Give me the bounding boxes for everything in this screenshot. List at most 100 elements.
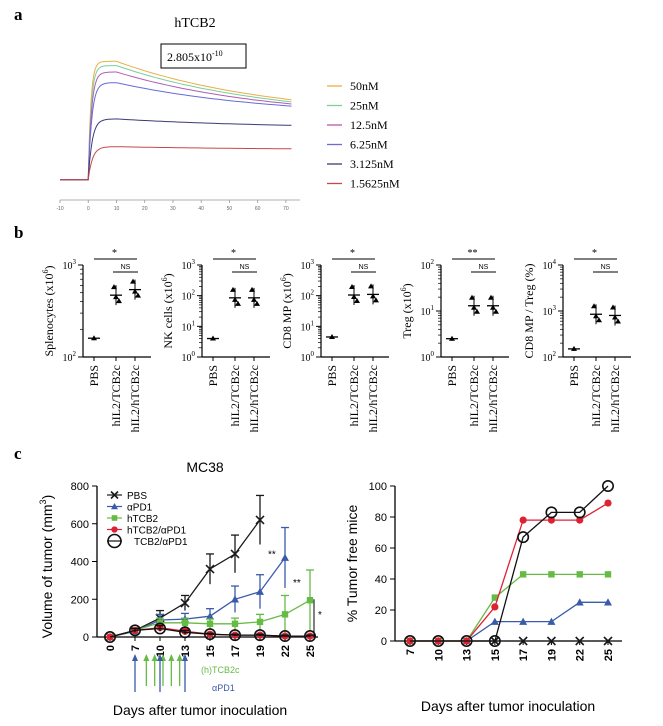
sensorgram-curve-50nM	[60, 60, 292, 181]
x-tick-label: PBS	[567, 365, 581, 386]
data-point-b	[205, 564, 215, 574]
x-tick-label: 10	[155, 645, 167, 657]
legend-marker	[111, 526, 118, 533]
y-tick-label: 103	[63, 258, 77, 272]
x-tick-label: hIL2/TCB2c	[228, 365, 242, 426]
y-label-exp: 6	[160, 277, 169, 281]
pd1-treatment-label: αPD1	[212, 683, 235, 693]
data-point	[132, 288, 138, 294]
legend-marker-b	[110, 490, 119, 500]
sig-label-top: **	[468, 248, 478, 259]
data-point	[604, 571, 612, 578]
x-tick-label: -10	[56, 206, 63, 212]
y-tick-exp: 0	[431, 350, 435, 358]
x-tick-label: 50	[227, 206, 233, 212]
x-tick-label: hIL2/hTCB2c	[366, 365, 380, 432]
x-tick-label: PBS	[206, 365, 220, 386]
y-tick-exp: 0	[192, 350, 196, 358]
y-tick-exp: 2	[73, 350, 77, 358]
sig-label-bottom: NS	[121, 264, 131, 271]
x-tick-label: 40	[198, 206, 204, 212]
data-point	[235, 300, 241, 306]
data-point	[546, 636, 556, 646]
data-point	[571, 345, 577, 351]
data-point	[575, 636, 585, 646]
y-tick-label: 104	[543, 258, 557, 272]
data-point	[229, 629, 242, 642]
legend-label: 6.25nM	[350, 138, 388, 152]
y-label-main: Volume of tumor (mm	[39, 504, 55, 638]
data-point	[354, 298, 360, 304]
data-point	[256, 587, 264, 595]
sig-label-top: *	[231, 248, 236, 259]
y-tick-base: 10	[182, 261, 192, 272]
y-axis-label: NK cells (x106)	[160, 273, 175, 348]
y-tick-label: 0	[83, 632, 89, 644]
y-tick-label: 600	[71, 519, 89, 531]
legend-label: 25nM	[350, 99, 379, 113]
data-point	[490, 304, 496, 310]
kd-annotation: 2.805x10-10	[167, 49, 223, 64]
y-tick-label: 800	[71, 481, 89, 493]
y-tick-base: 10	[301, 261, 311, 272]
data-point	[519, 617, 528, 625]
x-tick-label: 19	[255, 645, 267, 657]
data-point	[493, 308, 499, 314]
y-tick-base: 10	[63, 353, 73, 364]
data-point	[576, 571, 583, 578]
x-tick-label: 70	[283, 206, 289, 212]
y-axis-label: % Tumor free mice	[344, 505, 360, 623]
sig-label-top: *	[112, 248, 117, 259]
data-point-b	[575, 636, 585, 646]
y-tick-label: 80	[375, 512, 387, 524]
y-tick-label: 100	[369, 481, 387, 493]
series-αPD1	[406, 598, 612, 645]
data-point	[351, 294, 357, 300]
y-tick-base: 10	[301, 292, 311, 303]
legend-marker	[110, 490, 119, 500]
y-tick-exp: 0	[311, 350, 315, 358]
y-label-exp: 6	[279, 277, 288, 281]
y-tick-base: 10	[421, 353, 431, 364]
y-label-tail: )	[400, 283, 414, 287]
tumor-volume-chart: MC38 0 200 400 600 800 0 7 10 13 15 17 19 22 25 Volume…	[38, 459, 322, 718]
x-tick-label: 25	[305, 645, 317, 657]
y-axis-label: CD8 MP (x106)	[279, 273, 294, 349]
legend: 50nM 25nM 12.5nM 6.25nM 3.125nM 1.5625nM	[327, 79, 400, 191]
data-point	[91, 335, 97, 341]
x-tick-label: 60	[255, 206, 261, 212]
data-point	[432, 634, 445, 647]
series-line	[410, 573, 608, 642]
data-point	[593, 313, 599, 319]
data-point	[116, 298, 122, 304]
y-label-main: Treg (x10	[400, 291, 414, 338]
x-tick-label: 15	[490, 649, 502, 661]
data-point	[349, 284, 355, 290]
data-point	[460, 634, 473, 647]
data-point	[373, 297, 379, 303]
x-tick-label: 25	[603, 649, 615, 661]
data-point	[254, 300, 260, 306]
data-point	[517, 531, 530, 544]
y-tick-base: 10	[63, 261, 73, 272]
x-tick-label: 13	[180, 645, 192, 657]
data-point	[329, 333, 335, 339]
tcb-arrow-head	[168, 654, 175, 661]
data-point	[548, 571, 555, 578]
y-tick-label: 100	[182, 350, 196, 364]
x-tick-label: PBS	[87, 365, 101, 386]
legend-label: hTCB2	[127, 514, 159, 525]
legend-marker	[107, 533, 122, 549]
x-axis-label: Days after tumor inoculation	[421, 698, 595, 714]
y-tick-label: 102	[421, 258, 435, 272]
data-point	[179, 626, 192, 639]
data-point	[204, 628, 217, 641]
data-point	[303, 630, 316, 643]
tcb-arrow-head	[143, 654, 150, 661]
data-point	[231, 595, 239, 603]
y-tick-exp: 1	[192, 319, 196, 327]
